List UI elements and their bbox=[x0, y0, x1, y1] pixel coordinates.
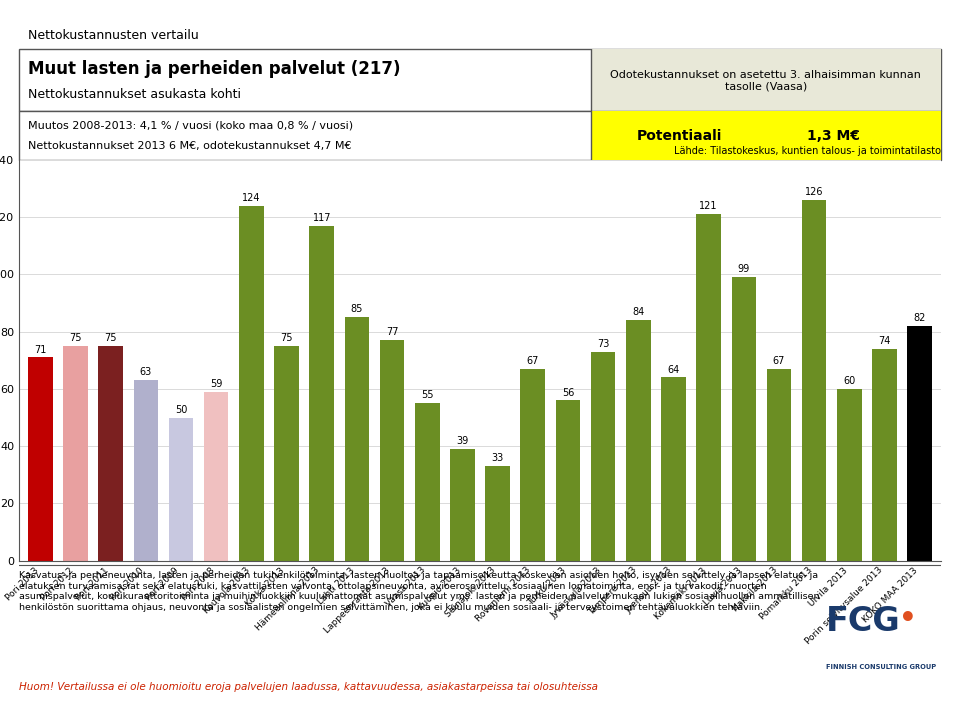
Bar bbox=[309, 225, 334, 561]
Text: 75: 75 bbox=[69, 333, 82, 343]
Text: 56: 56 bbox=[562, 387, 574, 397]
Text: Huom! Vertailussa ei ole huomioitu eroja palvelujen laadussa, kattavuudessa, asi: Huom! Vertailussa ei ole huomioitu eroja… bbox=[19, 683, 598, 693]
Bar bbox=[590, 49, 941, 112]
Bar bbox=[590, 351, 615, 561]
Text: 85: 85 bbox=[350, 305, 363, 315]
Bar bbox=[275, 346, 299, 561]
Bar bbox=[626, 320, 651, 561]
Text: 67: 67 bbox=[773, 356, 785, 366]
Text: 73: 73 bbox=[597, 339, 610, 348]
Text: 75: 75 bbox=[280, 333, 293, 343]
Bar bbox=[837, 389, 862, 561]
Text: FINNISH CONSULTING GROUP: FINNISH CONSULTING GROUP bbox=[826, 664, 936, 670]
Bar bbox=[873, 348, 897, 561]
Text: Muut lasten ja perheiden palvelut (217): Muut lasten ja perheiden palvelut (217) bbox=[29, 60, 401, 78]
Text: Lähde: Tilastokeskus, kuntien talous- ja toimintatilasto: Lähde: Tilastokeskus, kuntien talous- ja… bbox=[674, 146, 941, 156]
Text: 67: 67 bbox=[527, 356, 539, 366]
Text: 74: 74 bbox=[878, 336, 891, 346]
Text: Potentiaali: Potentiaali bbox=[636, 129, 722, 143]
Bar bbox=[802, 200, 827, 561]
Text: Nettokustannukset 2013 6 M€, odotekustannukset 4,7 M€: Nettokustannukset 2013 6 M€, odotekustan… bbox=[29, 141, 352, 151]
Bar bbox=[239, 206, 264, 561]
Text: Odotekustannukset on asetettu 3. alhaisimman kunnan
tasolle (Vaasa): Odotekustannukset on asetettu 3. alhaisi… bbox=[611, 70, 922, 91]
Bar bbox=[28, 357, 53, 561]
Text: 117: 117 bbox=[312, 213, 331, 222]
Text: 55: 55 bbox=[421, 390, 434, 400]
Text: 50: 50 bbox=[175, 405, 187, 415]
Bar bbox=[767, 369, 791, 561]
Bar bbox=[485, 467, 510, 561]
Text: 1,3 M€: 1,3 M€ bbox=[807, 129, 860, 143]
Text: Muutos 2008-2013: 4,1 % / vuosi (koko maa 0,8 % / vuosi): Muutos 2008-2013: 4,1 % / vuosi (koko ma… bbox=[29, 120, 353, 130]
Bar bbox=[169, 418, 193, 561]
Text: FCG: FCG bbox=[826, 605, 900, 638]
Text: •: • bbox=[900, 605, 917, 633]
Bar bbox=[133, 380, 158, 561]
Text: 77: 77 bbox=[386, 328, 398, 338]
Text: 84: 84 bbox=[633, 307, 644, 318]
Bar bbox=[345, 318, 370, 561]
Bar bbox=[590, 112, 941, 160]
Text: Nettokustannusten vertailu: Nettokustannusten vertailu bbox=[29, 29, 199, 42]
Bar bbox=[907, 326, 932, 561]
Text: 99: 99 bbox=[737, 264, 750, 274]
Text: 124: 124 bbox=[242, 193, 260, 203]
Text: 82: 82 bbox=[914, 313, 925, 323]
Bar bbox=[696, 215, 721, 561]
Text: 63: 63 bbox=[140, 367, 152, 377]
Text: Nettokustannukset asukasta kohti: Nettokustannukset asukasta kohti bbox=[29, 88, 241, 101]
Text: 64: 64 bbox=[667, 364, 680, 374]
Text: 71: 71 bbox=[35, 345, 46, 354]
Bar bbox=[732, 277, 756, 561]
Bar bbox=[63, 346, 87, 561]
Text: 126: 126 bbox=[804, 187, 824, 197]
Text: 60: 60 bbox=[843, 376, 855, 386]
Bar bbox=[98, 346, 123, 561]
Text: 59: 59 bbox=[210, 379, 223, 389]
Text: 121: 121 bbox=[700, 202, 718, 212]
Bar bbox=[661, 377, 685, 561]
Bar bbox=[556, 400, 580, 561]
Text: 39: 39 bbox=[456, 436, 468, 446]
Bar bbox=[204, 392, 228, 561]
Text: 33: 33 bbox=[492, 454, 504, 464]
Text: 75: 75 bbox=[105, 333, 117, 343]
Bar bbox=[380, 341, 404, 561]
Bar bbox=[415, 403, 440, 561]
Bar bbox=[520, 369, 545, 561]
Text: Kasvatus- ja perheneuvonta, lasten ja perheiden tukihenkilötoiminta, lasten huol: Kasvatus- ja perheneuvonta, lasten ja pe… bbox=[19, 572, 820, 611]
Bar bbox=[450, 449, 475, 561]
